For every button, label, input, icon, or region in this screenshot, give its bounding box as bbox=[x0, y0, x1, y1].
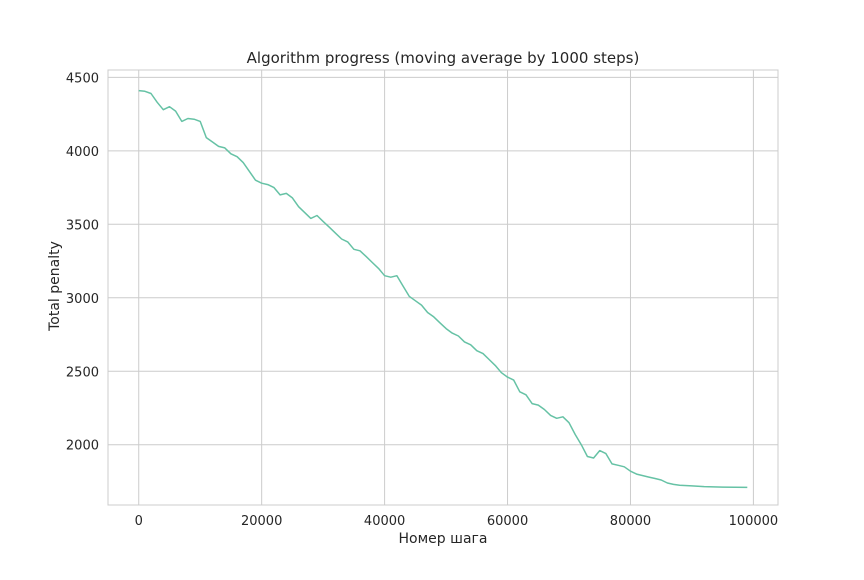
plot-frame bbox=[107, 69, 779, 506]
series-line bbox=[138, 89, 748, 489]
x-tick-label: 20000 bbox=[241, 514, 282, 529]
x-tick-label: 40000 bbox=[364, 514, 405, 529]
x-axis-label: Номер шага bbox=[399, 531, 488, 547]
chart-title: Algorithm progress (moving average by 10… bbox=[247, 49, 640, 67]
x-tick-labels: 0 20000 40000 60000 80000 100000 bbox=[135, 514, 779, 529]
y-tick-label: 4000 bbox=[66, 145, 99, 160]
y-tick-label: 3500 bbox=[66, 218, 99, 233]
x-tick-label: 0 bbox=[135, 514, 143, 529]
plot-area bbox=[108, 70, 778, 505]
x-tick-label: 100000 bbox=[729, 514, 779, 529]
x-tick-label: 80000 bbox=[610, 514, 651, 529]
y-tick-label: 2000 bbox=[66, 439, 99, 454]
y-tick-label: 4500 bbox=[66, 71, 99, 86]
x-tick-label: 60000 bbox=[487, 514, 528, 529]
y-tick-labels: 2000 2500 3000 3500 4000 4500 bbox=[66, 71, 99, 453]
y-axis-label: Total penalty bbox=[47, 241, 63, 332]
y-tick-label: 2500 bbox=[66, 365, 99, 380]
series-group bbox=[138, 89, 748, 489]
y-tick-label: 3000 bbox=[66, 292, 99, 307]
grid-lines bbox=[108, 70, 778, 505]
